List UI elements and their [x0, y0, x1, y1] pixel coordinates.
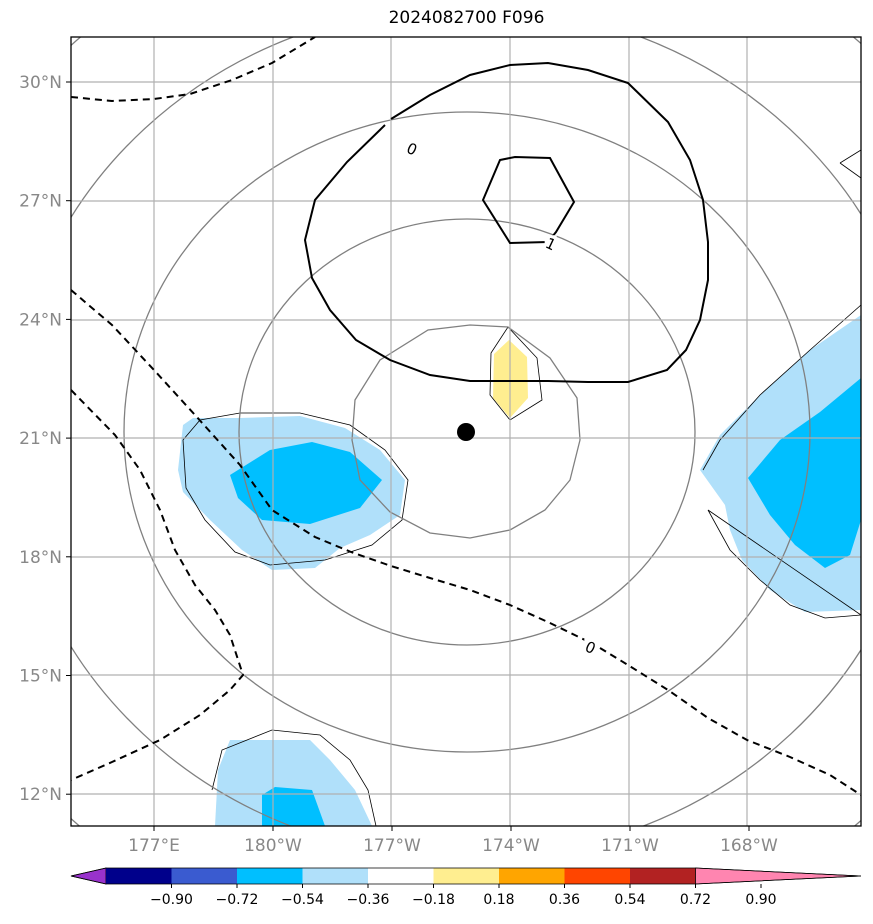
colorbar-segment — [630, 868, 696, 884]
contour-labels: 010 — [404, 139, 599, 658]
colorbar-label: −0.18 — [412, 892, 455, 908]
colorbar-segment — [302, 868, 369, 884]
lat-ticks: 30°N 27°N 24°N 21°N 18°N 15°N 12°N — [19, 73, 71, 805]
colorbar-outline — [70, 867, 862, 885]
lon-tick-label: 177°W — [363, 836, 421, 856]
lon-tick-label: 168°W — [720, 836, 778, 856]
colorbar-label: −0.72 — [216, 892, 259, 908]
colorbar-label: −0.36 — [347, 892, 390, 908]
colorbar-extend-high — [695, 867, 862, 885]
colorbar-label: 0.18 — [483, 892, 514, 908]
colorbar-extend-low — [70, 867, 107, 885]
solid-contours — [303, 61, 709, 383]
map-frame — [70, 36, 862, 827]
lat-tick-label: 27°N — [19, 192, 62, 212]
lat-tick-label: 30°N — [19, 73, 62, 93]
lon-tick-label: 171°W — [601, 836, 659, 856]
lon-tick-label: 177°E — [128, 836, 180, 856]
lat-tick-label: 18°N — [19, 548, 62, 568]
colorbar-label: 0.36 — [549, 892, 580, 908]
lat-tick-label: 12°N — [19, 785, 62, 805]
colorbar-segment — [499, 868, 565, 884]
shade-blue — [230, 378, 861, 826]
colorbar-segment — [106, 868, 172, 884]
lon-tick-label: 180°W — [244, 836, 302, 856]
shade-outlines — [182, 149, 861, 826]
colorbar: −0.90 −0.72 −0.54 −0.36 −0.18 0.18 0.36 0.54 0.7… — [70, 867, 862, 908]
lat-tick-label: 24°N — [19, 310, 62, 330]
dashed-contours — [71, 37, 861, 796]
lon-tick-label: 174°W — [482, 836, 540, 856]
contour-label-bg — [544, 235, 557, 252]
colorbar-segment — [171, 868, 238, 884]
map-title: 2024082700 F096 — [388, 8, 545, 28]
colorbar-segment — [368, 868, 434, 884]
contour-label-bg — [405, 140, 418, 157]
colorbar-label: −0.54 — [281, 892, 324, 908]
lon-ticks: 177°E 180°W 177°W 174°W 171°W 168°W — [128, 826, 778, 856]
contour-label-bg — [584, 638, 597, 655]
colorbar-label: 0.90 — [745, 892, 776, 908]
colorbar-segment — [237, 868, 303, 884]
colorbar-label: 0.72 — [680, 892, 711, 908]
colorbar-label: −0.90 — [150, 892, 193, 908]
graticule — [71, 37, 861, 826]
storm-center-marker — [457, 423, 475, 441]
lat-tick-label: 21°N — [19, 429, 62, 449]
colorbar-segment — [564, 868, 631, 884]
colorbar-label: 0.54 — [614, 892, 645, 908]
lat-tick-label: 15°N — [19, 667, 62, 687]
colorbar-segment — [433, 868, 500, 884]
